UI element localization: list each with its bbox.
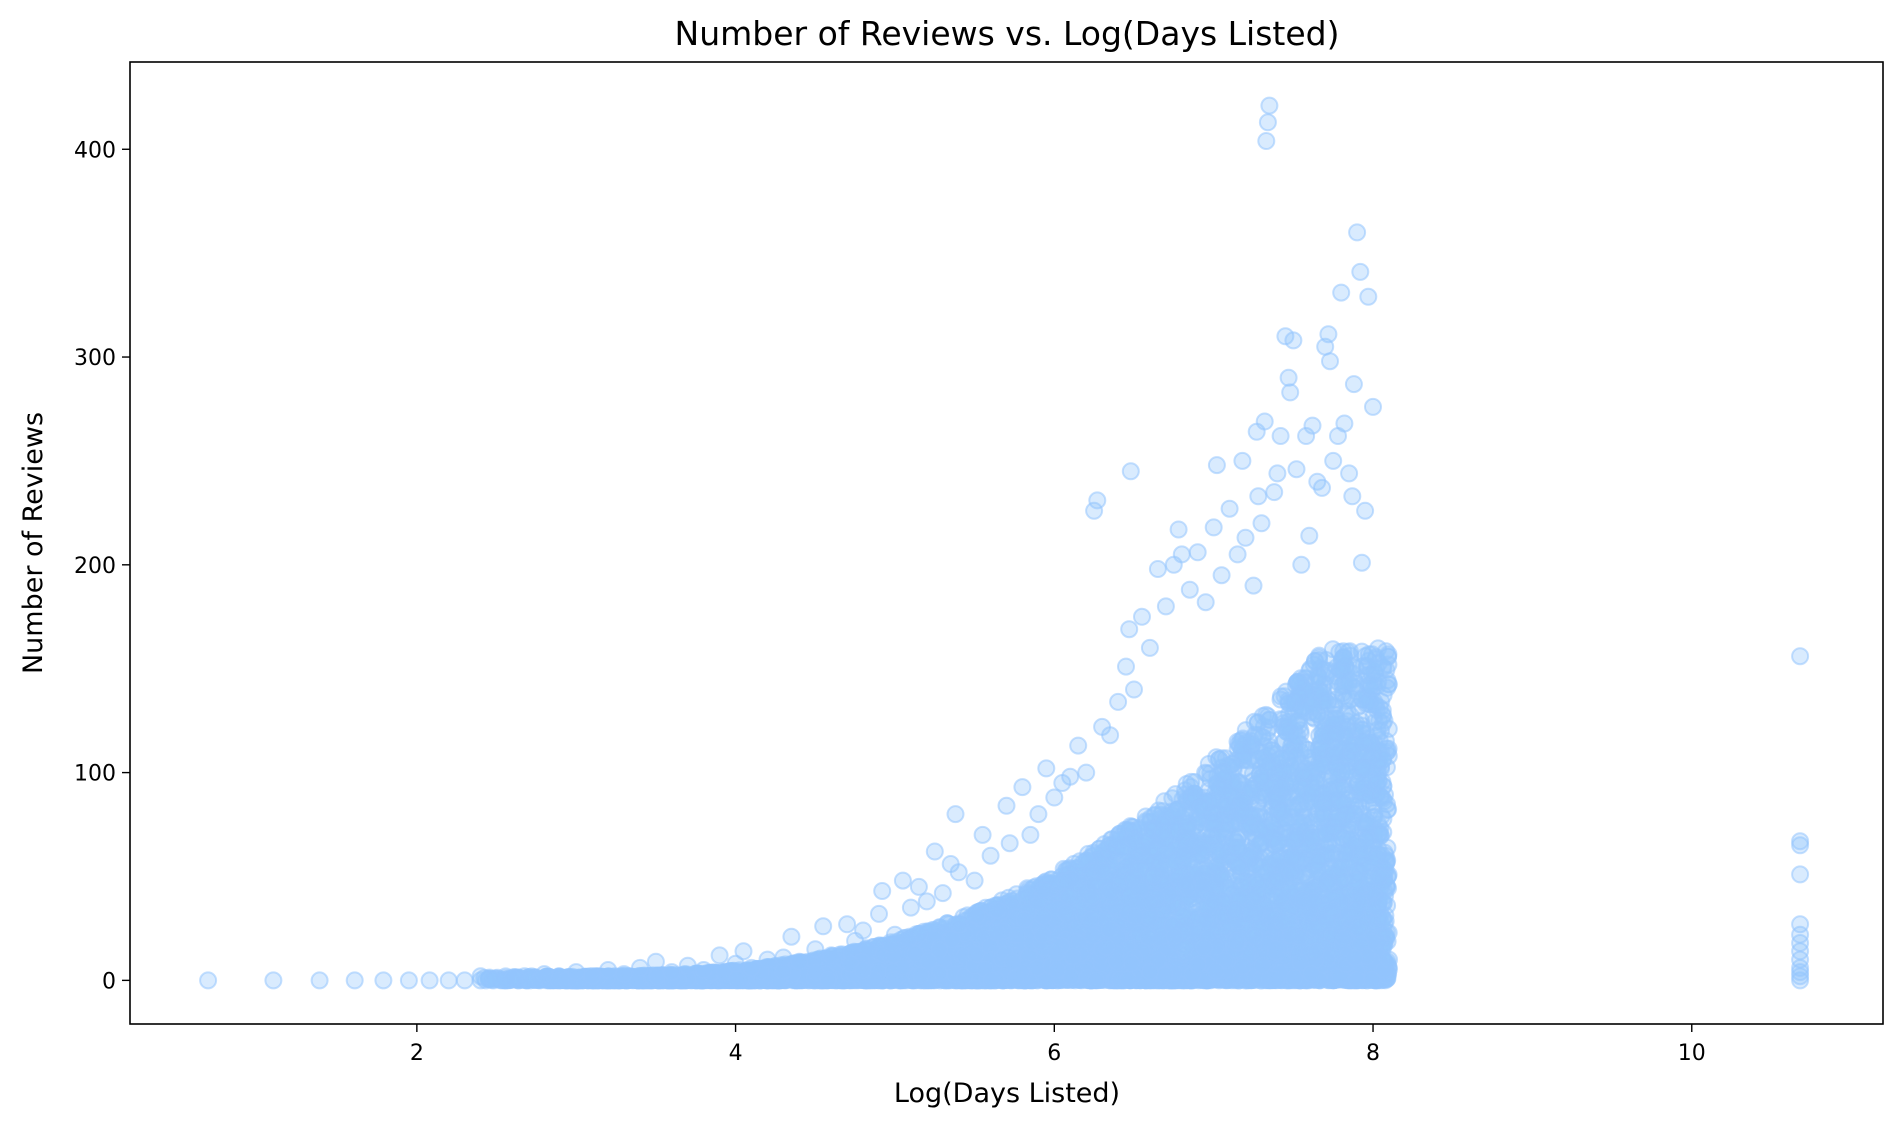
data-points <box>199 96 1810 990</box>
chart-title: Number of Reviews vs. Log(Days Listed) <box>675 14 1340 53</box>
